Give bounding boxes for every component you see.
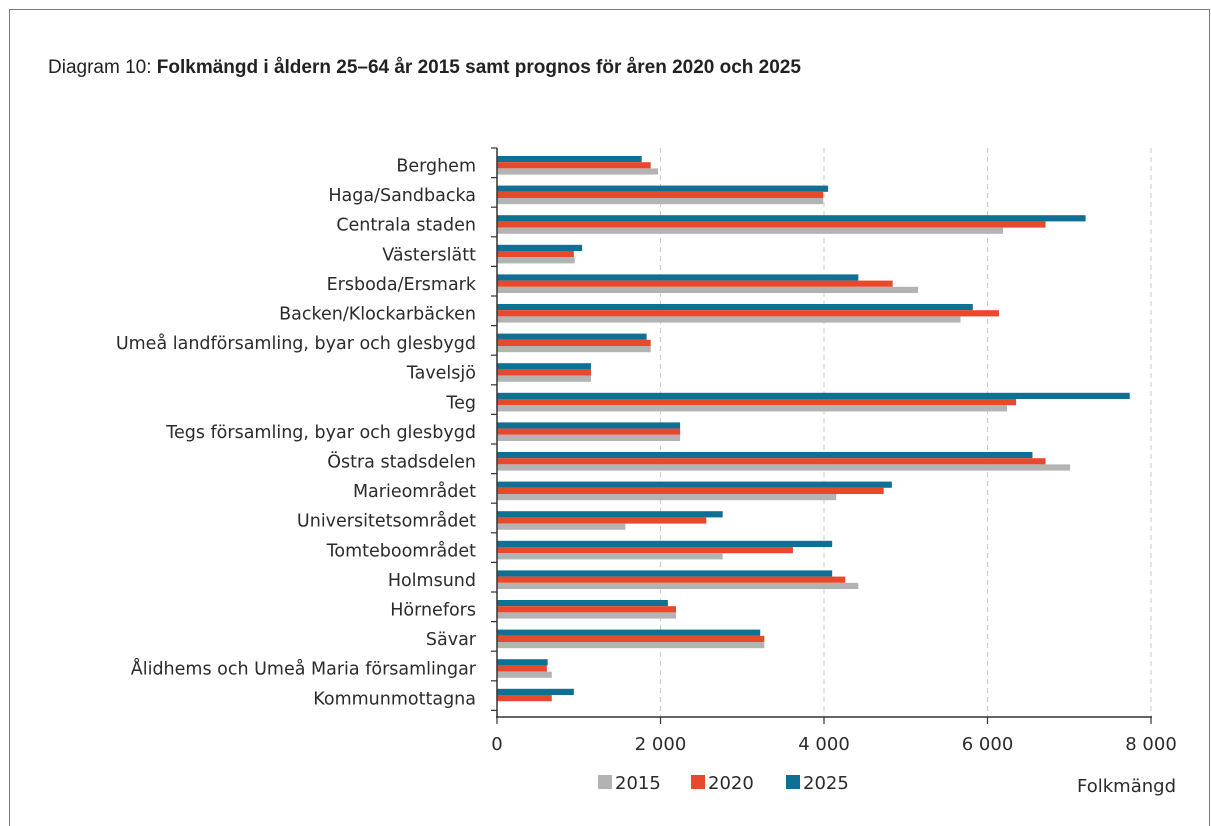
bar-2025 bbox=[497, 600, 668, 607]
chart-frame bbox=[9, 9, 1210, 826]
legend: 2015 2020 2025 bbox=[598, 773, 849, 794]
x-tick-label: 8 000 bbox=[1125, 734, 1177, 755]
category-label: Umeå landförsamling, byar och glesbygd bbox=[116, 333, 476, 354]
bar-2020 bbox=[497, 310, 999, 317]
bar-2020 bbox=[497, 606, 677, 613]
category-label: Marieområdet bbox=[353, 481, 476, 502]
bar-2025 bbox=[497, 511, 723, 518]
bar-2020 bbox=[497, 547, 793, 554]
bar-2025 bbox=[497, 688, 574, 695]
bar-2015 bbox=[497, 375, 592, 382]
bar-2015 bbox=[497, 582, 859, 589]
bar-2025 bbox=[497, 363, 592, 370]
x-tick-label: 0 bbox=[491, 734, 502, 755]
bar-2020 bbox=[497, 695, 552, 702]
bar-2020 bbox=[497, 487, 884, 494]
bar-2020 bbox=[497, 576, 846, 583]
category-label: Haga/Sandbacka bbox=[328, 186, 476, 206]
bar-2015 bbox=[497, 553, 723, 560]
bar-2015 bbox=[497, 464, 1071, 471]
bar-2015 bbox=[497, 346, 651, 353]
bar-2015 bbox=[497, 316, 961, 323]
legend-swatch-2015 bbox=[598, 775, 612, 789]
chart-title: Diagram 10: Folkmängd i åldern 25–64 år … bbox=[48, 57, 801, 79]
bar-2015 bbox=[497, 257, 575, 264]
category-label: Universitetsområdet bbox=[297, 511, 476, 532]
gridlines bbox=[660, 148, 1152, 717]
category-label: Berghem bbox=[396, 157, 476, 177]
bar-2025 bbox=[497, 452, 1033, 459]
category-label: Tavelsjö bbox=[406, 364, 476, 384]
bar-2025 bbox=[497, 185, 829, 192]
legend-swatch-2025 bbox=[786, 775, 800, 789]
bar-2025 bbox=[497, 659, 548, 666]
bar-2025 bbox=[497, 629, 761, 636]
bar-2020 bbox=[497, 517, 707, 524]
bar-2020 bbox=[497, 635, 765, 642]
category-label: Östra stadsdelen bbox=[327, 451, 476, 473]
bar-2015 bbox=[497, 523, 626, 530]
category-label: Teg bbox=[445, 393, 476, 413]
bar-2025 bbox=[497, 304, 973, 311]
legend-label-2015: 2015 bbox=[615, 773, 661, 794]
bar-2020 bbox=[497, 369, 592, 376]
bar-2025 bbox=[497, 540, 833, 547]
bar-2015 bbox=[497, 168, 659, 175]
category-label: Sävar bbox=[426, 630, 477, 650]
category-label: Tomteboområdet bbox=[326, 540, 476, 561]
bar-2015 bbox=[497, 227, 1004, 234]
bar-2025 bbox=[497, 333, 647, 340]
category-label: Backen/Klockarbäcken bbox=[279, 305, 476, 325]
x-tick-label: 6 000 bbox=[962, 734, 1014, 755]
bar-2020 bbox=[497, 399, 1017, 406]
bar-2015 bbox=[497, 494, 837, 501]
category-label: Ersboda/Ersmark bbox=[327, 275, 477, 295]
bars bbox=[497, 156, 1130, 702]
chart-title-prefix: Diagram 10: bbox=[48, 57, 157, 78]
bar-2015 bbox=[497, 198, 824, 205]
chart-title-main: Folkmängd i åldern 25–64 år 2015 samt pr… bbox=[156, 57, 801, 78]
bar-2015 bbox=[497, 286, 919, 293]
legend-label-2020: 2020 bbox=[708, 773, 754, 794]
bar-2025 bbox=[497, 392, 1130, 399]
category-label: Holmsund bbox=[388, 571, 476, 591]
bar-2025 bbox=[497, 481, 892, 488]
bar-2015 bbox=[497, 671, 552, 678]
bar-2015 bbox=[497, 612, 677, 619]
category-label: Kommunmottagna bbox=[313, 689, 476, 709]
bar-2015 bbox=[497, 642, 765, 649]
category-label: Västerslätt bbox=[382, 245, 476, 265]
bar-2020 bbox=[497, 221, 1046, 228]
bar-2025 bbox=[497, 215, 1086, 222]
bar-2020 bbox=[497, 458, 1046, 465]
tick-labels: 0 2 000 4 000 6 000 8 000 bbox=[491, 734, 1176, 755]
bar-2025 bbox=[497, 244, 583, 251]
legend-swatch-2020 bbox=[691, 775, 705, 789]
bar-2020 bbox=[497, 428, 681, 435]
category-label: Centrala staden bbox=[336, 216, 476, 236]
bar-2015 bbox=[497, 434, 681, 441]
bar-2020 bbox=[497, 251, 574, 258]
bar-2025 bbox=[497, 274, 859, 281]
category-labels: Berghem Haga/Sandbacka Centrala staden Väst… bbox=[116, 157, 477, 710]
bar-2025 bbox=[497, 422, 681, 429]
x-tick-label: 4 000 bbox=[798, 734, 850, 755]
category-label: Tegs församling, byar och glesbygd bbox=[165, 423, 476, 443]
bar-2020 bbox=[497, 665, 547, 672]
axes bbox=[491, 147, 1152, 724]
x-tick-label: 2 000 bbox=[635, 734, 687, 755]
bar-2020 bbox=[497, 162, 651, 169]
bar-2020 bbox=[497, 339, 651, 346]
x-axis-title: Folkmängd bbox=[1077, 776, 1176, 797]
bar-2025 bbox=[497, 570, 833, 577]
bar-2025 bbox=[497, 156, 642, 163]
category-label: Hörnefors bbox=[390, 601, 476, 621]
bar-2015 bbox=[497, 405, 1008, 412]
legend-label-2025: 2025 bbox=[803, 773, 849, 794]
bar-2020 bbox=[497, 191, 824, 198]
bar-2020 bbox=[497, 280, 893, 287]
category-label: Ålidhems och Umeå Maria församlingar bbox=[131, 658, 477, 680]
